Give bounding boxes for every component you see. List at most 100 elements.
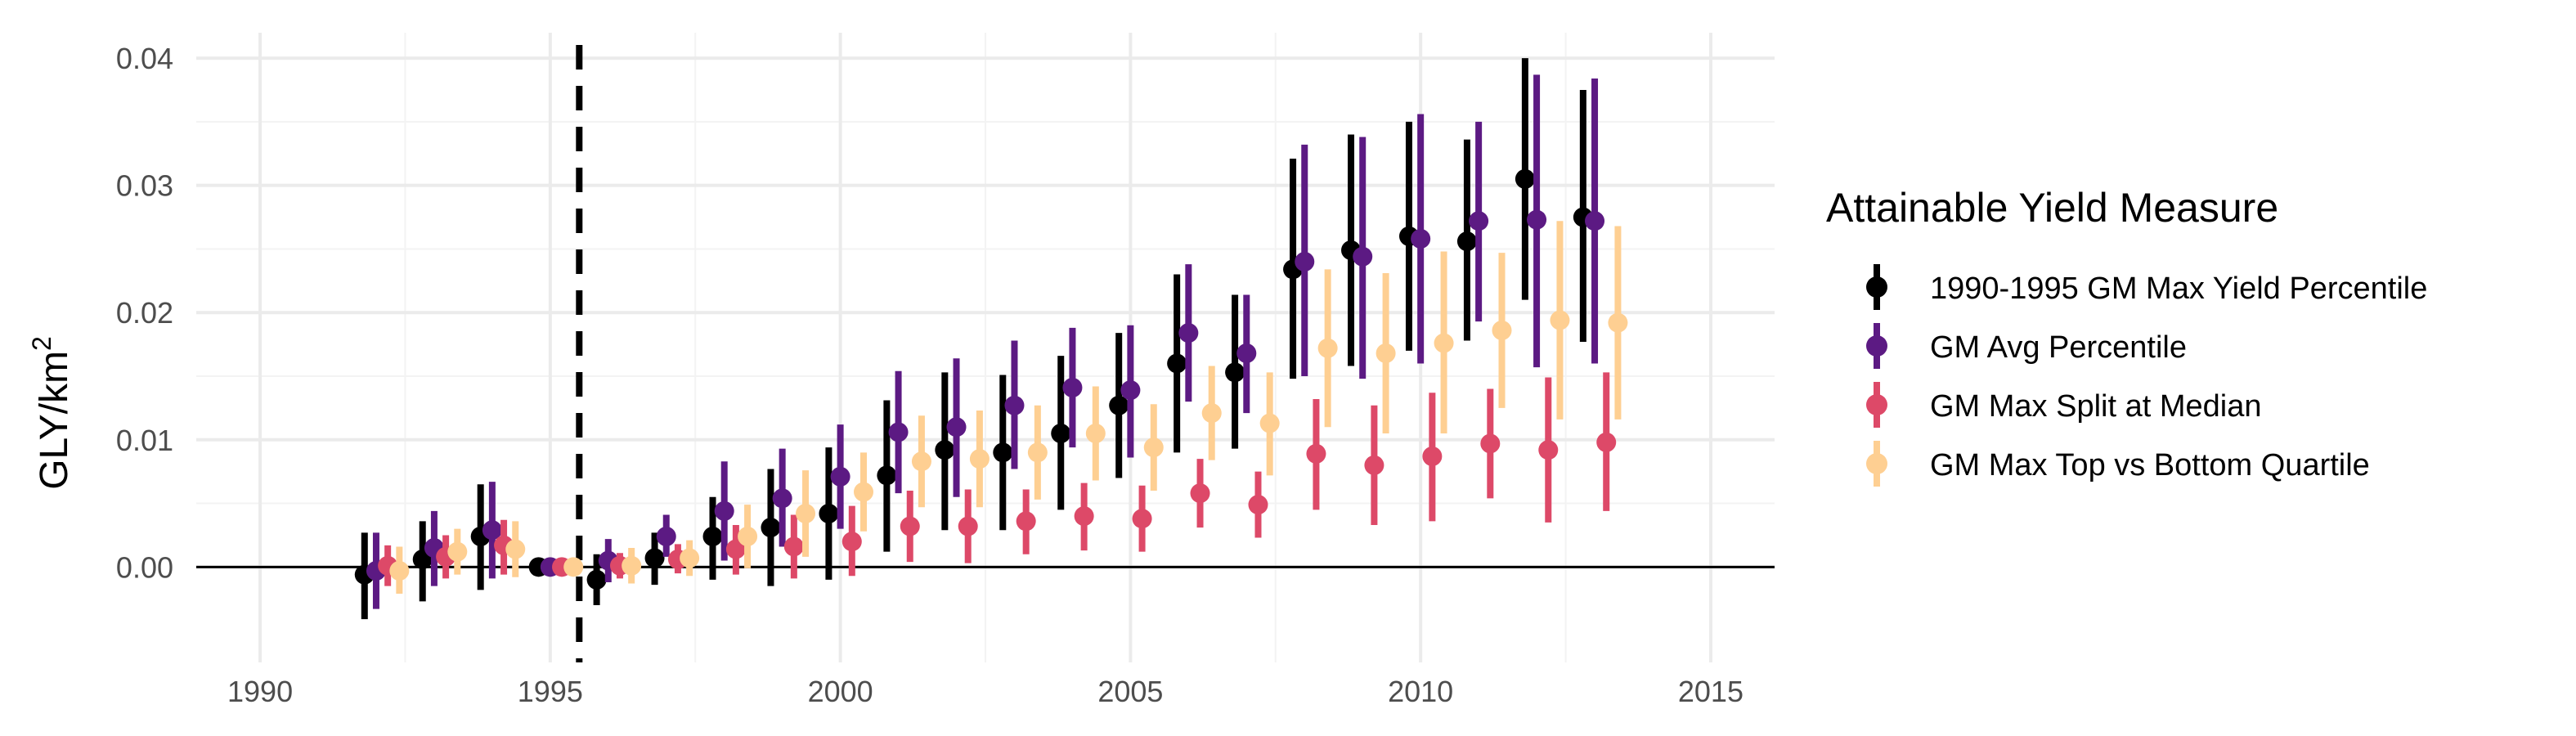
data-marks (354, 58, 1628, 620)
data-point (586, 569, 607, 590)
data-point (1201, 403, 1222, 424)
x-tick-label: 2005 (1097, 675, 1163, 708)
data-point (1317, 338, 1338, 358)
data-point (1434, 333, 1454, 353)
x-tick-label: 2000 (808, 675, 873, 708)
data-point (993, 442, 1013, 463)
data-point (1236, 343, 1257, 363)
data-point (853, 482, 873, 502)
data-point (1411, 229, 1431, 249)
data-point (841, 532, 862, 552)
data-point (1190, 483, 1210, 504)
legend-label: GM Avg Percentile (1930, 330, 2187, 365)
data-point (656, 527, 676, 546)
data-point (1178, 323, 1199, 343)
legend-key-dot (1866, 276, 1887, 298)
data-point (1492, 321, 1512, 340)
data-point (1422, 447, 1443, 466)
data-point (1167, 353, 1187, 374)
data-point (1248, 495, 1268, 515)
legend-key-dot (1866, 335, 1887, 357)
y-axis-title: GLY/km2 (27, 336, 76, 490)
data-point (738, 527, 758, 546)
legend-title: Attainable Yield Measure (1826, 185, 2278, 231)
data-point (900, 516, 920, 536)
data-point (702, 527, 723, 546)
data-point (761, 518, 781, 538)
data-point (1016, 511, 1036, 532)
data-point (819, 504, 839, 523)
data-point (1259, 413, 1280, 433)
x-tick-label: 1995 (518, 675, 583, 708)
data-point (1376, 343, 1396, 363)
legend-key-dot (1866, 453, 1887, 474)
data-point (1527, 209, 1547, 230)
data-point (772, 488, 792, 509)
y-axis-title-text: GLY/km (33, 351, 76, 490)
data-point (935, 440, 955, 460)
legend-label: 1990-1995 GM Max Yield Percentile (1930, 272, 2427, 306)
data-point (1062, 378, 1083, 397)
data-point (1306, 443, 1326, 464)
legend-label: GM Max Top vs Bottom Quartile (1930, 448, 2370, 482)
data-point (1353, 246, 1373, 267)
data-point (888, 422, 909, 442)
y-axis-title-superscript: 2 (27, 336, 56, 351)
data-point (1109, 395, 1129, 415)
data-point (482, 520, 502, 541)
y-axis: 0.00 0.01 0.02 0.03 0.04 (116, 42, 173, 584)
data-point (644, 548, 665, 568)
legend-label: GM Max Split at Median (1930, 389, 2261, 424)
series-3 (378, 372, 1617, 586)
data-point (1085, 424, 1106, 443)
series-2 (366, 74, 1605, 609)
y-tick-label: 0.01 (116, 424, 173, 457)
y-tick-label: 0.00 (116, 550, 173, 584)
data-point (911, 451, 931, 472)
data-point (563, 557, 584, 577)
series-1 (354, 58, 1593, 620)
legend-key-dot (1866, 394, 1887, 415)
data-point (969, 449, 990, 469)
data-point (1515, 168, 1535, 189)
x-tick-label: 2015 (1678, 675, 1744, 708)
data-point (725, 539, 746, 559)
data-point (447, 541, 468, 562)
data-point (1364, 455, 1384, 475)
data-point (1051, 424, 1071, 443)
y-tick-label: 0.02 (116, 296, 173, 330)
data-point (1585, 211, 1605, 231)
data-point (1295, 252, 1315, 272)
data-point (714, 500, 734, 521)
data-point (1550, 310, 1570, 330)
data-point (1027, 442, 1048, 463)
data-point (877, 465, 897, 486)
x-tick-label: 1990 (227, 675, 293, 708)
data-point (783, 536, 804, 557)
data-point (1596, 432, 1617, 452)
data-point (1469, 211, 1489, 231)
data-point (796, 504, 816, 523)
data-point (1456, 231, 1477, 252)
data-point (505, 539, 526, 559)
data-point (680, 548, 700, 568)
data-point (1143, 438, 1164, 458)
data-point (1132, 509, 1152, 529)
data-point (946, 417, 967, 438)
legend: Attainable Yield Measure 1990-1995 GM Ma… (1826, 185, 2427, 487)
data-point (1004, 395, 1025, 415)
data-point (1608, 312, 1628, 333)
y-tick-label: 0.04 (116, 42, 173, 75)
data-point (622, 555, 642, 576)
data-point (389, 561, 410, 581)
x-axis: 1990 1995 2000 2005 2010 2015 (227, 675, 1744, 708)
data-point (1225, 362, 1245, 383)
y-tick-label: 0.03 (116, 169, 173, 203)
x-tick-label: 2010 (1388, 675, 1453, 708)
data-point (958, 516, 978, 536)
data-point (1074, 506, 1094, 527)
series-4 (389, 221, 1628, 594)
data-point (1538, 440, 1559, 460)
data-point (1480, 433, 1501, 454)
